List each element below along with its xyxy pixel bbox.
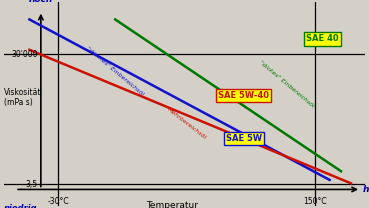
Text: Mehrbereichsöl: Mehrbereichsöl (166, 107, 207, 140)
Text: "dickes" Einbereichsöl: "dickes" Einbereichsöl (258, 60, 315, 109)
Text: niedrig: niedrig (4, 204, 37, 208)
Text: SAE 40: SAE 40 (306, 35, 339, 43)
Text: hoch: hoch (29, 0, 53, 4)
Text: 30'000: 30'000 (11, 50, 38, 59)
Text: 3,5: 3,5 (26, 180, 38, 189)
Text: Temperatur: Temperatur (146, 201, 199, 208)
Text: "dünnes" Einbereichsöl: "dünnes" Einbereichsöl (86, 46, 145, 97)
Text: SAE 5W-40: SAE 5W-40 (218, 91, 269, 100)
Text: hoch: hoch (362, 185, 369, 194)
Text: 150°C: 150°C (303, 197, 327, 206)
Text: Viskosität
(mPa s): Viskosität (mPa s) (4, 88, 41, 107)
Text: SAE 5W: SAE 5W (226, 134, 262, 143)
Text: -30°C: -30°C (47, 197, 69, 206)
